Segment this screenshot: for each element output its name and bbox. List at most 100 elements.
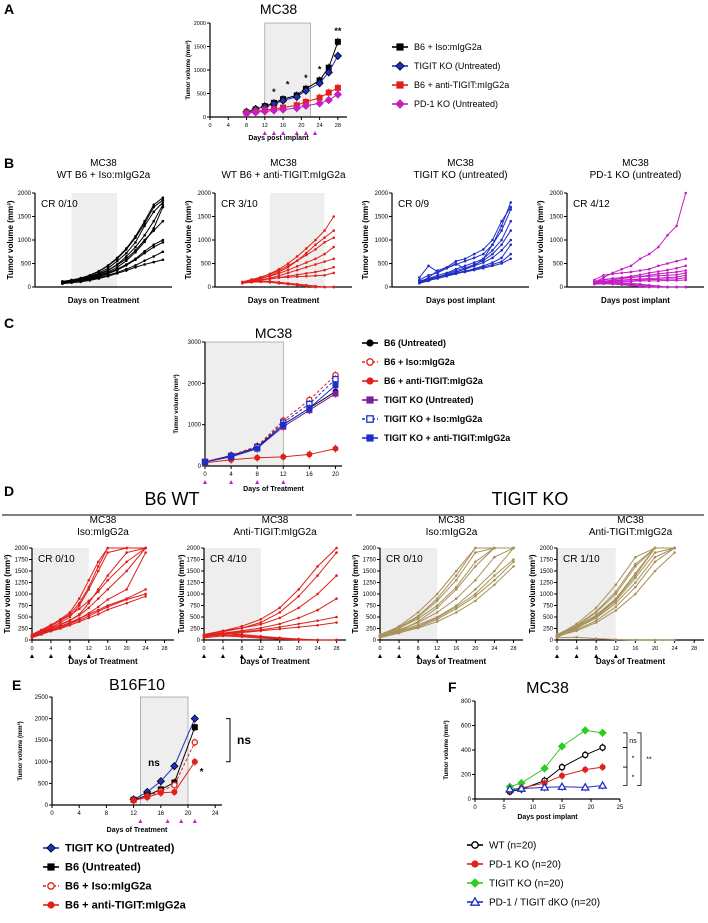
data-point	[323, 268, 326, 272]
series-line	[246, 55, 339, 113]
data-point	[106, 608, 110, 611]
data-point	[68, 622, 72, 626]
y-tick-label: 0	[208, 285, 212, 291]
series-line	[246, 94, 339, 114]
y-tick-label: 250	[18, 627, 29, 633]
data-point	[454, 578, 458, 582]
data-point	[657, 264, 660, 268]
data-point	[666, 273, 669, 277]
significance-bracket	[623, 747, 628, 768]
dosing-arrow	[67, 654, 72, 658]
dosing-arrow	[192, 819, 197, 823]
panel-d3: 0 250 500 750 1000 1250 1500 1750 2000 0 4 8 12 16 20 2…	[351, 515, 523, 666]
data-point	[638, 275, 642, 278]
data-point	[509, 252, 513, 256]
data-point	[435, 592, 439, 596]
data-point	[684, 285, 688, 289]
chart-title: MC38	[255, 325, 293, 341]
data-point	[152, 229, 156, 232]
y-tick-label: 0	[45, 803, 49, 809]
data-point	[87, 616, 91, 620]
data-point	[316, 638, 319, 642]
legend-marker	[47, 882, 55, 890]
data-point	[491, 249, 494, 252]
data-point	[78, 607, 81, 611]
complete-response-label: CR 4/10	[210, 554, 247, 565]
y-tick-label: 1000	[198, 238, 212, 244]
x-tick-label: 16	[453, 646, 459, 652]
legend-f: WT (n=20) PD-1 KO (n=20) TIGIT KO (n=20) PD…	[467, 840, 600, 908]
data-point	[634, 585, 637, 589]
data-point	[305, 253, 308, 257]
x-tick-label: 0	[378, 646, 381, 652]
legend-entry: WT (n=20)	[489, 840, 536, 851]
data-point	[629, 280, 633, 283]
data-point	[161, 198, 165, 202]
data-point	[653, 551, 657, 554]
legend-marker	[471, 841, 479, 849]
data-point	[493, 555, 496, 559]
series-line	[379, 547, 514, 637]
data-point	[78, 618, 81, 622]
data-point	[675, 275, 678, 279]
y-axis-label: Tumor volume (mm³)	[528, 554, 537, 633]
data-point	[59, 621, 62, 624]
data-point	[161, 203, 165, 207]
legend-marker	[366, 415, 374, 423]
x-tick-label: 12	[262, 123, 268, 129]
data-point	[125, 264, 128, 267]
y-tick-label: 1500	[187, 569, 201, 575]
data-point	[134, 249, 137, 252]
significance-annotation: *	[632, 774, 635, 781]
series-line	[379, 547, 514, 636]
x-axis-label: Days of Treatment	[243, 486, 304, 493]
data-point	[436, 271, 439, 275]
data-point	[332, 285, 336, 289]
x-tick-label: 12	[613, 646, 619, 652]
data-point	[335, 574, 338, 577]
significance-bracket	[623, 732, 628, 748]
data-point	[191, 724, 198, 731]
data-point	[115, 268, 119, 272]
data-point	[251, 108, 260, 117]
data-point	[268, 280, 272, 283]
data-point	[539, 782, 550, 791]
dosing-arrow	[255, 480, 260, 484]
data-point	[334, 84, 341, 91]
data-point	[427, 277, 430, 281]
x-tick-label: 20	[332, 472, 339, 478]
data-point	[463, 270, 467, 274]
panel-d1: 0 250 500 750 1000 1250 1500 1750 2000 0 4 8 12 16 20 2…	[3, 515, 174, 666]
data-point	[221, 629, 225, 633]
x-tick-label: 8	[68, 646, 71, 652]
data-point	[297, 638, 300, 642]
data-point	[673, 546, 676, 550]
data-point	[259, 626, 263, 630]
data-point	[684, 276, 688, 279]
data-point	[314, 238, 317, 242]
data-point	[500, 229, 503, 232]
data-point	[78, 613, 81, 617]
data-point	[228, 453, 235, 460]
data-point	[125, 560, 128, 564]
series-line	[379, 561, 514, 639]
x-tick-label: 0	[208, 123, 211, 129]
significance-annotation: ns	[629, 738, 637, 745]
x-tick-label: 16	[632, 646, 638, 652]
data-point	[316, 565, 319, 568]
chart-title-line1: MC38	[447, 158, 474, 169]
x-axis-label: Days post implant	[426, 296, 495, 305]
data-point	[106, 574, 110, 577]
data-point	[106, 578, 110, 582]
legend-marker	[395, 99, 405, 109]
data-point	[557, 742, 567, 751]
data-point	[259, 621, 263, 624]
data-point	[144, 794, 151, 801]
data-point	[144, 592, 147, 596]
data-point	[474, 595, 477, 598]
data-point	[335, 551, 338, 554]
significance-annotation: *	[304, 73, 308, 83]
chart-title-line1: MC38	[262, 515, 289, 526]
data-point	[125, 257, 128, 261]
data-point	[323, 260, 326, 263]
